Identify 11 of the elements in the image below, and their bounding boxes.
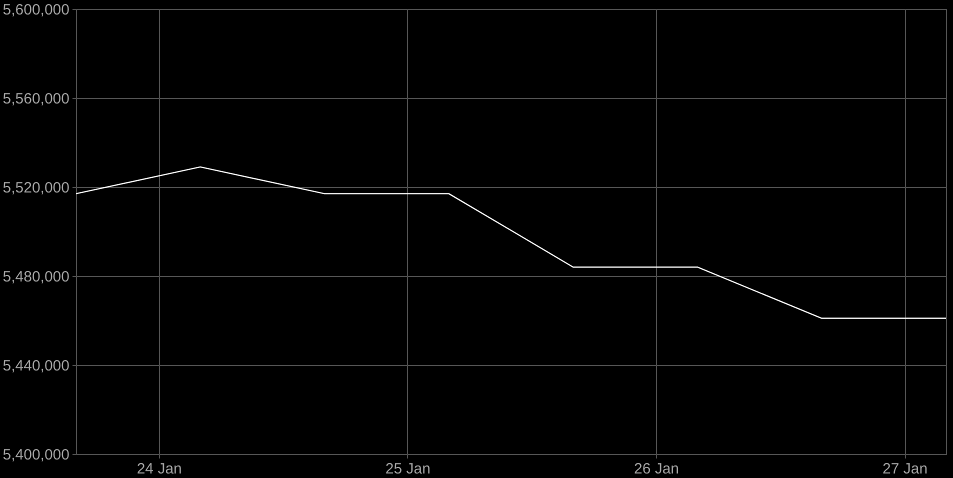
x-tick-label: 25 Jan — [385, 460, 430, 478]
y-tick-label: 5,600,000 — [2, 2, 70, 18]
x-tick-label: 24 Jan — [136, 460, 182, 478]
y-tick-label: 5,440,000 — [2, 358, 70, 374]
x-tick-label: 27 Jan — [882, 460, 928, 478]
line-series — [75, 166, 947, 319]
y-tick-label: 5,480,000 — [2, 268, 70, 286]
y-tick-label: 5,520,000 — [2, 180, 70, 196]
y-tick-label: 5,400,000 — [2, 446, 70, 464]
y-tick-label: 5,560,000 — [2, 90, 70, 108]
x-tick-label: 26 Jan — [634, 460, 680, 478]
